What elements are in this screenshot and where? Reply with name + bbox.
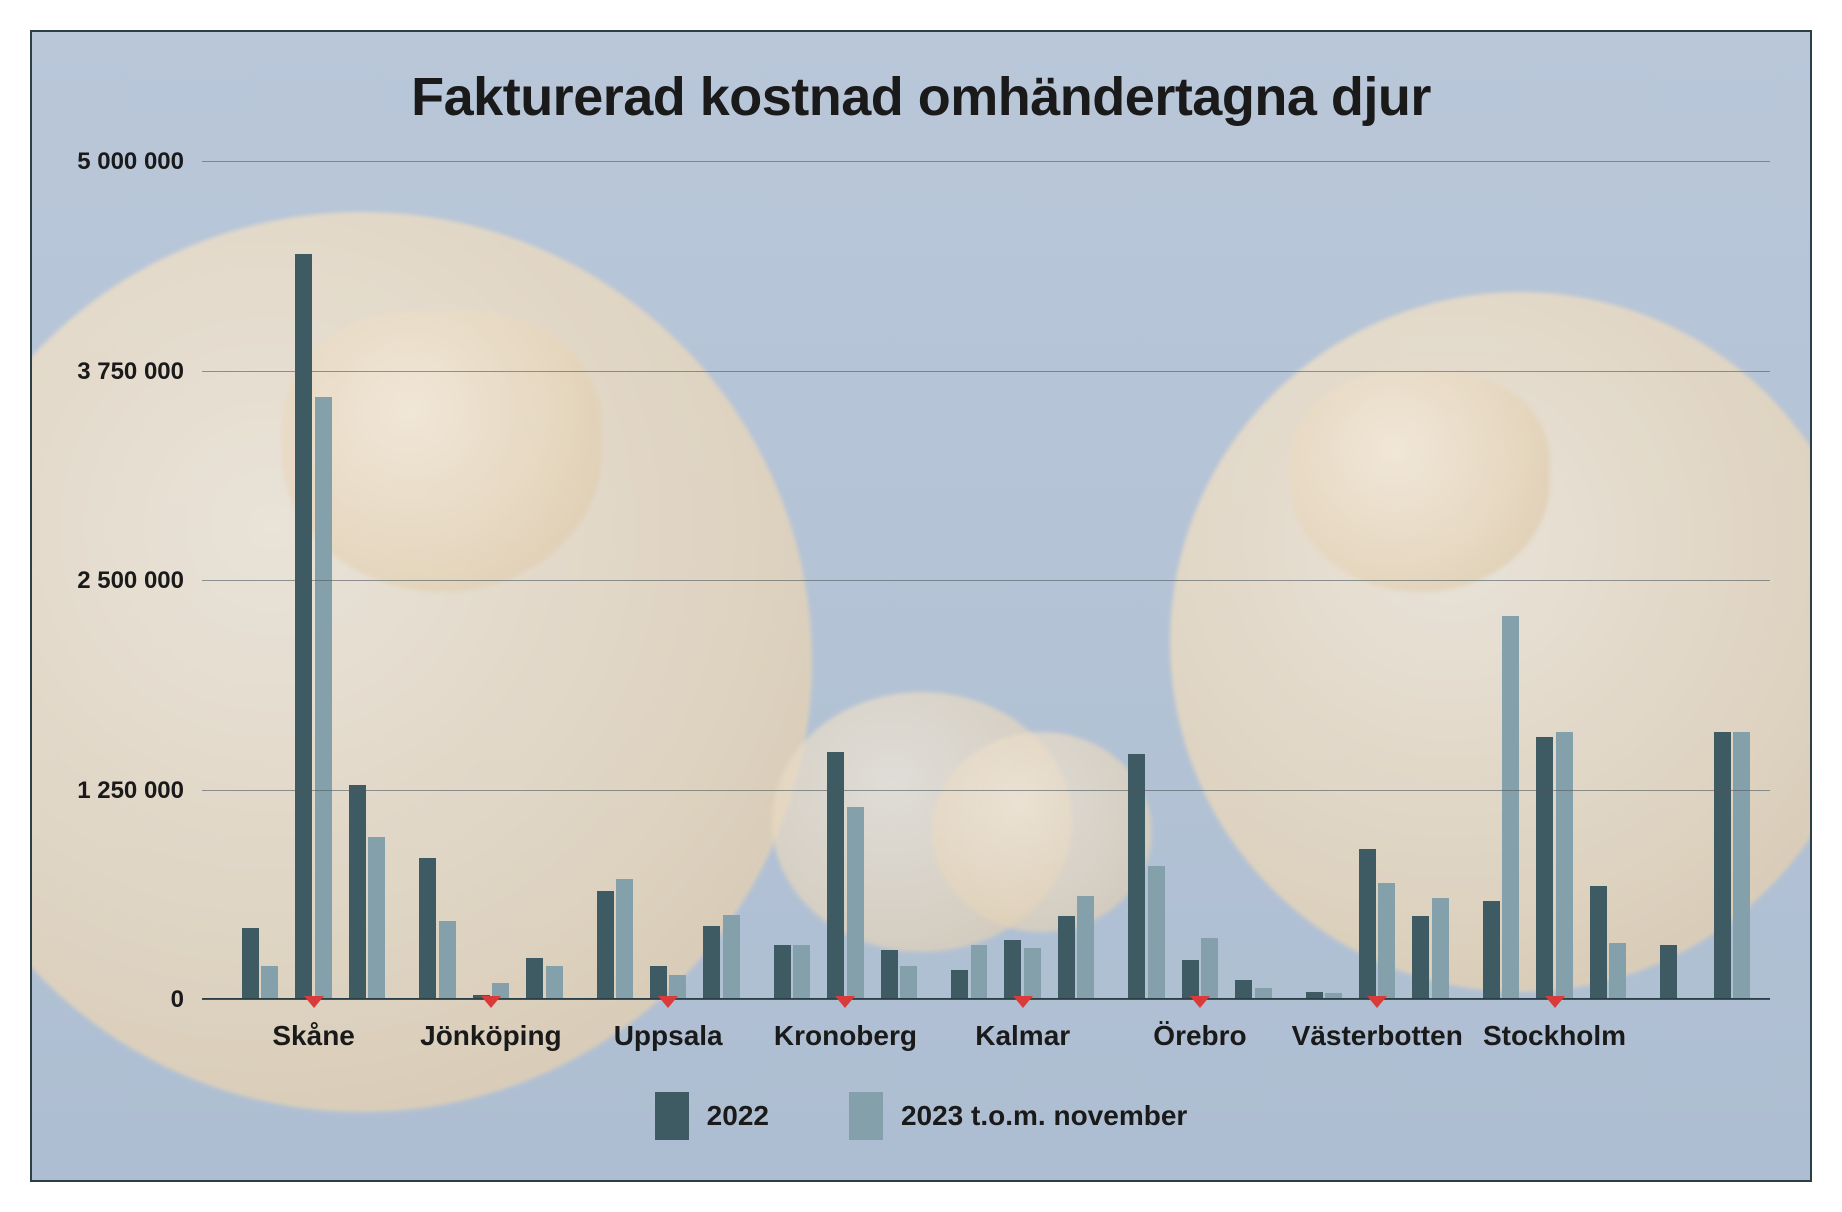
- legend-item-2023: 2023 t.o.m. november: [849, 1092, 1187, 1140]
- category-marker-icon: [1367, 996, 1387, 1008]
- legend-item-2022: 2022: [655, 1092, 769, 1140]
- bar-2022: [242, 928, 259, 1000]
- bar-2023: [900, 966, 917, 1000]
- legend-swatch-2022: [655, 1092, 689, 1140]
- bar-2023: [1077, 896, 1094, 1000]
- category-label: Stockholm: [1483, 1020, 1626, 1052]
- x-axis-labels: Skåne Jönköping Uppsala Kronoberg Kalmar Öreb…: [202, 1020, 1770, 1060]
- bar-2023: [1502, 616, 1519, 1000]
- y-tick-label: 1 250 000: [77, 777, 202, 805]
- y-tick-label: 3 750 000: [77, 358, 202, 386]
- category-marker-icon: [835, 996, 855, 1008]
- bar-2022: [526, 958, 543, 1000]
- bar-2022: [881, 950, 898, 1000]
- bar-2022: [1058, 916, 1075, 1000]
- category-marker-icon: [304, 996, 324, 1008]
- category-marker-icon: [1013, 996, 1033, 1008]
- category-label: Skåne: [272, 1020, 355, 1052]
- bar-2023: [793, 945, 810, 1000]
- bar-2023: [1432, 898, 1449, 1000]
- gridline: 1 250 000: [202, 790, 1770, 791]
- category-marker-icon: [481, 996, 501, 1008]
- bar-2022: [774, 945, 791, 1000]
- chart-frame: Fakturerad kostnad omhändertagna djur 0 1…: [0, 0, 1842, 1212]
- y-tick-label: 0: [171, 986, 202, 1014]
- bar-2023: [315, 397, 332, 1000]
- bar-2022: [1128, 754, 1145, 1000]
- bars-layer: [202, 162, 1770, 1000]
- y-tick-label: 5 000 000: [77, 148, 202, 176]
- bar-2022: [951, 970, 968, 1000]
- bar-2023: [1556, 732, 1573, 1000]
- bar-2022: [703, 926, 720, 1000]
- bar-2022: [1235, 980, 1252, 1000]
- bar-2023: [1609, 943, 1626, 1000]
- gridline: 2 500 000: [202, 580, 1770, 581]
- chart-container: Fakturerad kostnad omhändertagna djur 0 1…: [30, 30, 1812, 1182]
- category-label: Kalmar: [975, 1020, 1070, 1052]
- plot-area: 0 1 250 000 2 500 000 3 750 000 5 000 000: [202, 162, 1770, 1000]
- chart-title: Fakturerad kostnad omhändertagna djur: [32, 66, 1810, 128]
- bar-2022: [1412, 916, 1429, 1000]
- bar-2022: [349, 785, 366, 1000]
- bar-2022: [295, 254, 312, 1000]
- y-tick-label: 2 500 000: [77, 567, 202, 595]
- bar-2022: [1359, 849, 1376, 1000]
- bar-2023: [1201, 938, 1218, 1000]
- category-label: Kronoberg: [774, 1020, 917, 1052]
- category-marker-icon: [1190, 996, 1210, 1008]
- bar-2022: [1182, 960, 1199, 1000]
- gridline: 3 750 000: [202, 371, 1770, 372]
- legend-label-2022: 2022: [707, 1100, 769, 1132]
- bar-2023: [1733, 732, 1750, 1000]
- category-marker-icon: [658, 996, 678, 1008]
- bar-2023: [723, 915, 740, 1000]
- bar-2023: [616, 879, 633, 1000]
- bar-2022: [1536, 737, 1553, 1000]
- category-label: Västerbotten: [1292, 1020, 1463, 1052]
- category-label: Jönköping: [420, 1020, 562, 1052]
- bar-2022: [650, 966, 667, 1000]
- bar-2022: [1660, 945, 1677, 1000]
- bar-2023: [1024, 948, 1041, 1000]
- bar-2023: [368, 837, 385, 1000]
- legend: 2022 2023 t.o.m. november: [32, 1092, 1810, 1140]
- gridline: 0: [202, 999, 1770, 1000]
- category-marker-icon: [1545, 996, 1565, 1008]
- category-label: Uppsala: [614, 1020, 723, 1052]
- bar-2023: [847, 807, 864, 1000]
- bar-2022: [1714, 732, 1731, 1000]
- bar-2022: [1004, 940, 1021, 1000]
- category-label: Örebro: [1153, 1020, 1246, 1052]
- bar-2022: [597, 891, 614, 1000]
- bar-2023: [971, 945, 988, 1000]
- bar-2023: [546, 966, 563, 1000]
- bar-2022: [1483, 901, 1500, 1000]
- bar-2023: [261, 966, 278, 1000]
- bar-2022: [419, 858, 436, 1000]
- bar-2023: [439, 921, 456, 1000]
- bar-2023: [1378, 883, 1395, 1000]
- bar-2023: [1148, 866, 1165, 1000]
- legend-swatch-2023: [849, 1092, 883, 1140]
- bar-2022: [1590, 886, 1607, 1000]
- gridline: 5 000 000: [202, 161, 1770, 162]
- legend-label-2023: 2023 t.o.m. november: [901, 1100, 1187, 1132]
